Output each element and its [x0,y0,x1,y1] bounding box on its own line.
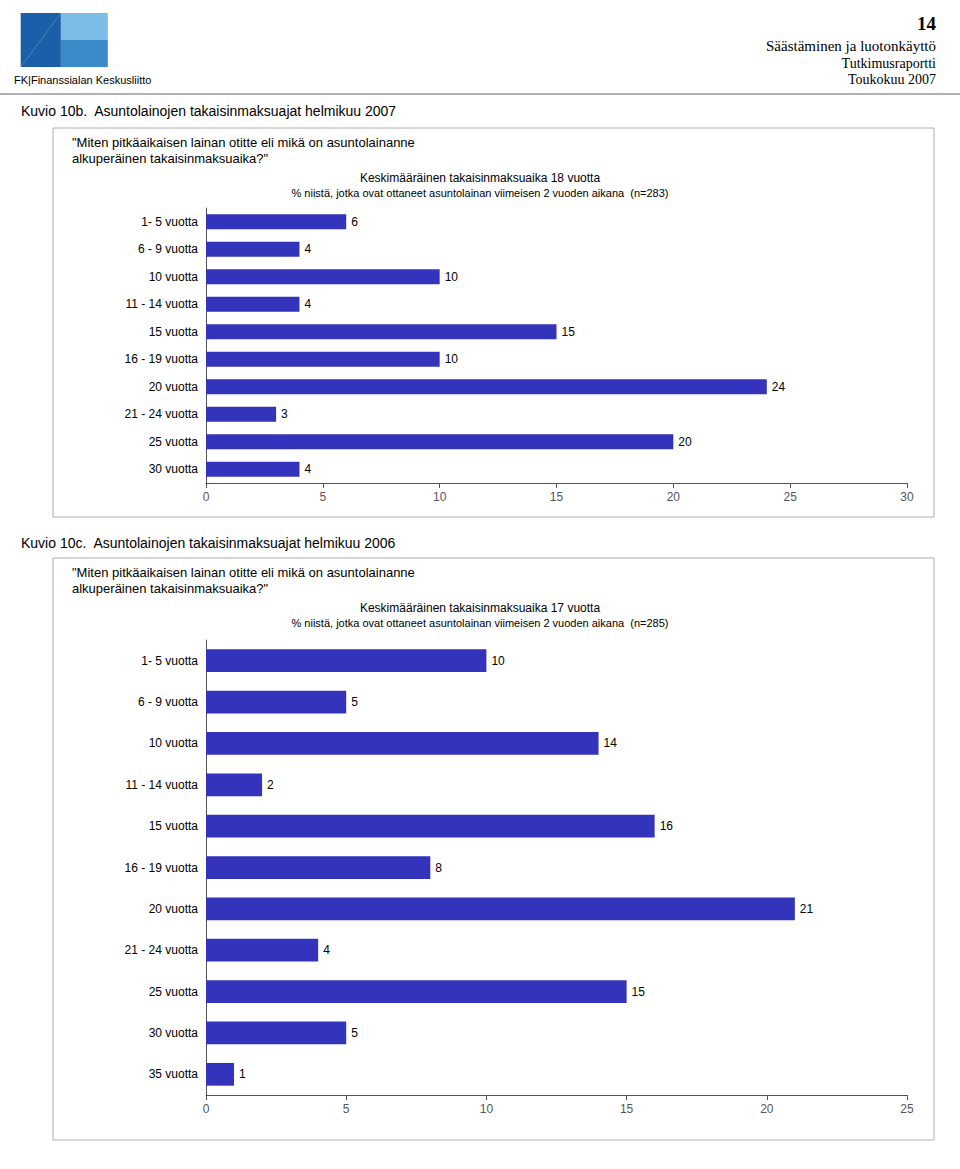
svg-text:15: 15 [562,325,576,339]
svg-text:3: 3 [281,407,288,421]
svg-text:Keskimääräinen takaisinmaksuai: Keskimääräinen takaisinmaksuaika 17 vuot… [360,601,600,615]
svg-text:21 - 24 vuotta: 21 - 24 vuotta [125,943,199,957]
svg-text:35 vuotta: 35 vuotta [149,1067,199,1081]
svg-text:4: 4 [304,462,311,476]
svg-text:FK|Finanssialan Keskusliitto: FK|Finanssialan Keskusliitto [14,74,151,86]
svg-text:"Miten pitkäaikaisen lainan ot: "Miten pitkäaikaisen lainan otitte eli m… [72,565,415,580]
svg-text:% niistä, jotka ovat ottaneet: % niistä, jotka ovat ottaneet asuntolain… [292,617,669,629]
svg-text:21: 21 [800,902,814,916]
svg-text:alkuperäinen takaisinmaksuaika: alkuperäinen takaisinmaksuaika?" [72,151,269,166]
svg-text:4: 4 [304,297,311,311]
svg-text:5: 5 [343,1102,350,1116]
svg-text:6: 6 [351,215,358,229]
svg-text:0: 0 [203,1102,210,1116]
svg-text:Tutkimusraportti: Tutkimusraportti [842,56,936,71]
svg-text:0: 0 [203,490,210,504]
svg-text:6 - 9 vuotta: 6 - 9 vuotta [138,242,198,256]
svg-text:20: 20 [678,435,692,449]
svg-text:10 vuotta: 10 vuotta [149,270,199,284]
svg-text:14: 14 [604,736,618,750]
svg-text:11 - 14 vuotta: 11 - 14 vuotta [126,297,199,311]
svg-text:Kuvio 10b. Asuntolainojen tak: Kuvio 10b. Asuntolainojen takaisinmaksua… [21,103,396,119]
svg-text:11 - 14 vuotta: 11 - 14 vuotta [126,778,199,792]
svg-text:5: 5 [351,695,358,709]
svg-text:25: 25 [783,490,797,504]
svg-text:8: 8 [435,861,442,875]
svg-text:4: 4 [304,242,311,256]
svg-text:15 vuotta: 15 vuotta [149,819,199,833]
svg-text:15: 15 [550,490,564,504]
svg-text:Keskimääräinen takaisinmaksuai: Keskimääräinen takaisinmaksuaika 18 vuot… [360,171,600,185]
svg-text:alkuperäinen takaisinmaksuaika: alkuperäinen takaisinmaksuaika?" [72,581,269,596]
svg-text:25 vuotta: 25 vuotta [149,435,199,449]
svg-text:15: 15 [632,985,646,999]
svg-text:14: 14 [917,13,937,34]
svg-text:30 vuotta: 30 vuotta [149,1026,199,1040]
svg-text:1- 5 vuotta: 1- 5 vuotta [141,215,198,229]
svg-text:10: 10 [445,270,459,284]
svg-text:1- 5 vuotta: 1- 5 vuotta [141,654,198,668]
svg-text:10: 10 [445,352,459,366]
svg-text:20: 20 [667,490,681,504]
svg-text:5: 5 [351,1026,358,1040]
svg-text:2: 2 [267,778,274,792]
svg-text:% niistä, jotka ovat ottaneet: % niistä, jotka ovat ottaneet asuntolain… [292,187,669,199]
svg-text:20: 20 [760,1102,774,1116]
svg-text:10: 10 [433,490,447,504]
svg-text:25 vuotta: 25 vuotta [149,985,199,999]
svg-text:24: 24 [772,380,786,394]
svg-text:6 - 9 vuotta: 6 - 9 vuotta [138,695,198,709]
svg-text:30 vuotta: 30 vuotta [149,462,199,476]
svg-text:25: 25 [900,1102,914,1116]
svg-text:15 vuotta: 15 vuotta [149,325,199,339]
svg-text:Toukokuu 2007: Toukokuu 2007 [848,72,936,87]
svg-text:21 - 24 vuotta: 21 - 24 vuotta [125,407,199,421]
svg-text:20 vuotta: 20 vuotta [149,380,199,394]
svg-text:10 vuotta: 10 vuotta [149,736,199,750]
svg-text:Kuvio 10c. Asuntolainojen tak: Kuvio 10c. Asuntolainojen takaisinmaksua… [21,535,396,551]
svg-text:4: 4 [323,943,330,957]
svg-text:16 - 19 vuotta: 16 - 19 vuotta [125,352,199,366]
svg-text:"Miten pitkäaikaisen lainan ot: "Miten pitkäaikaisen lainan otitte eli m… [72,135,415,150]
svg-text:16: 16 [660,819,674,833]
svg-text:1: 1 [239,1067,246,1081]
svg-text:Säästäminen ja luotonkäyttö: Säästäminen ja luotonkäyttö [766,38,936,54]
svg-text:15: 15 [620,1102,634,1116]
svg-text:16 - 19 vuotta: 16 - 19 vuotta [125,861,199,875]
svg-text:10: 10 [491,654,505,668]
svg-text:5: 5 [319,490,326,504]
svg-text:30: 30 [900,490,914,504]
svg-text:20 vuotta: 20 vuotta [149,902,199,916]
svg-text:10: 10 [480,1102,494,1116]
